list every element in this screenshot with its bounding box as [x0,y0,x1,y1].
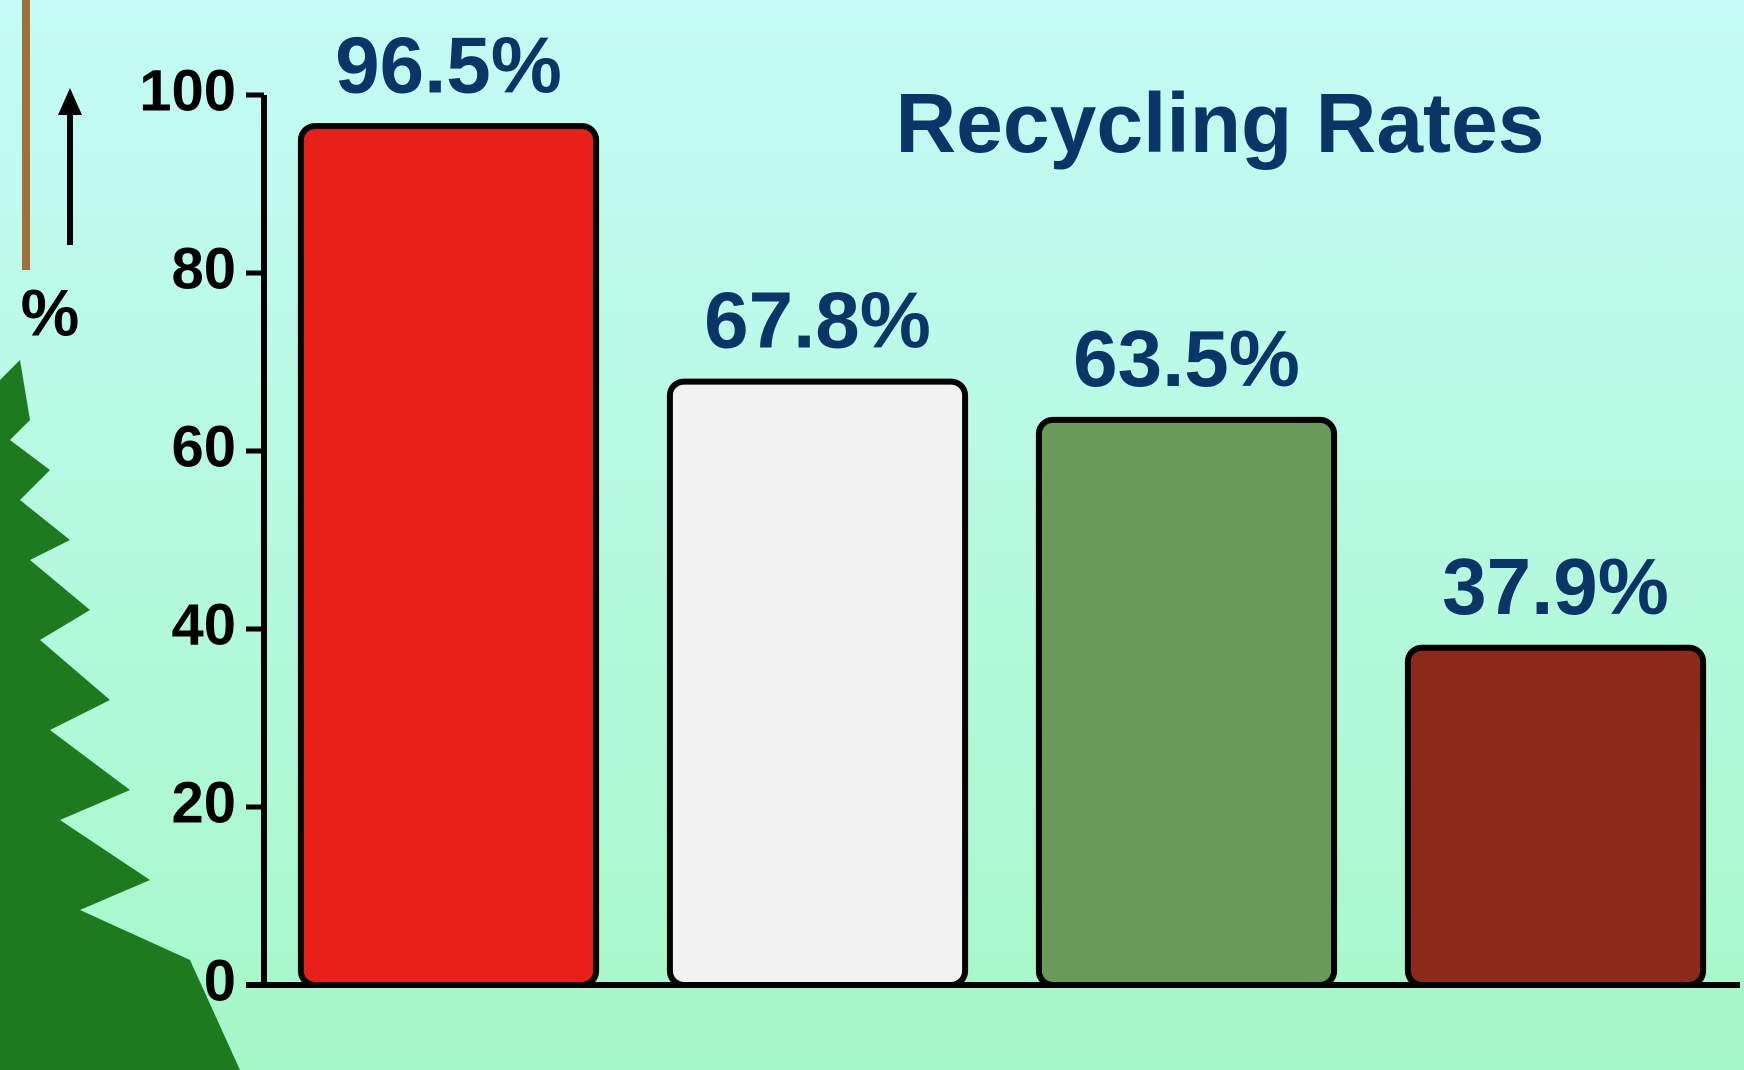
decor-post [22,0,30,270]
bar [666,378,969,988]
chart-title: Recycling Rates [896,76,1545,170]
y-tick-label: 0 [204,948,236,1013]
value-label: 96.5% [335,20,562,109]
y-tick-label: 80 [171,236,236,301]
value-label: 67.8% [704,276,931,365]
decor-tree [0,360,240,1070]
y-tick-label: 40 [171,592,236,657]
y-axis-label: % [21,275,80,349]
y-arrowhead [58,88,82,115]
y-tick-label: 60 [171,414,236,479]
y-tick-label: 20 [171,770,236,835]
bar [1035,416,1338,989]
bar [1404,644,1707,988]
value-label: 37.9% [1442,542,1669,631]
y-tick-label: 100 [139,58,236,123]
value-label: 63.5% [1073,314,1300,403]
bar [297,123,600,988]
